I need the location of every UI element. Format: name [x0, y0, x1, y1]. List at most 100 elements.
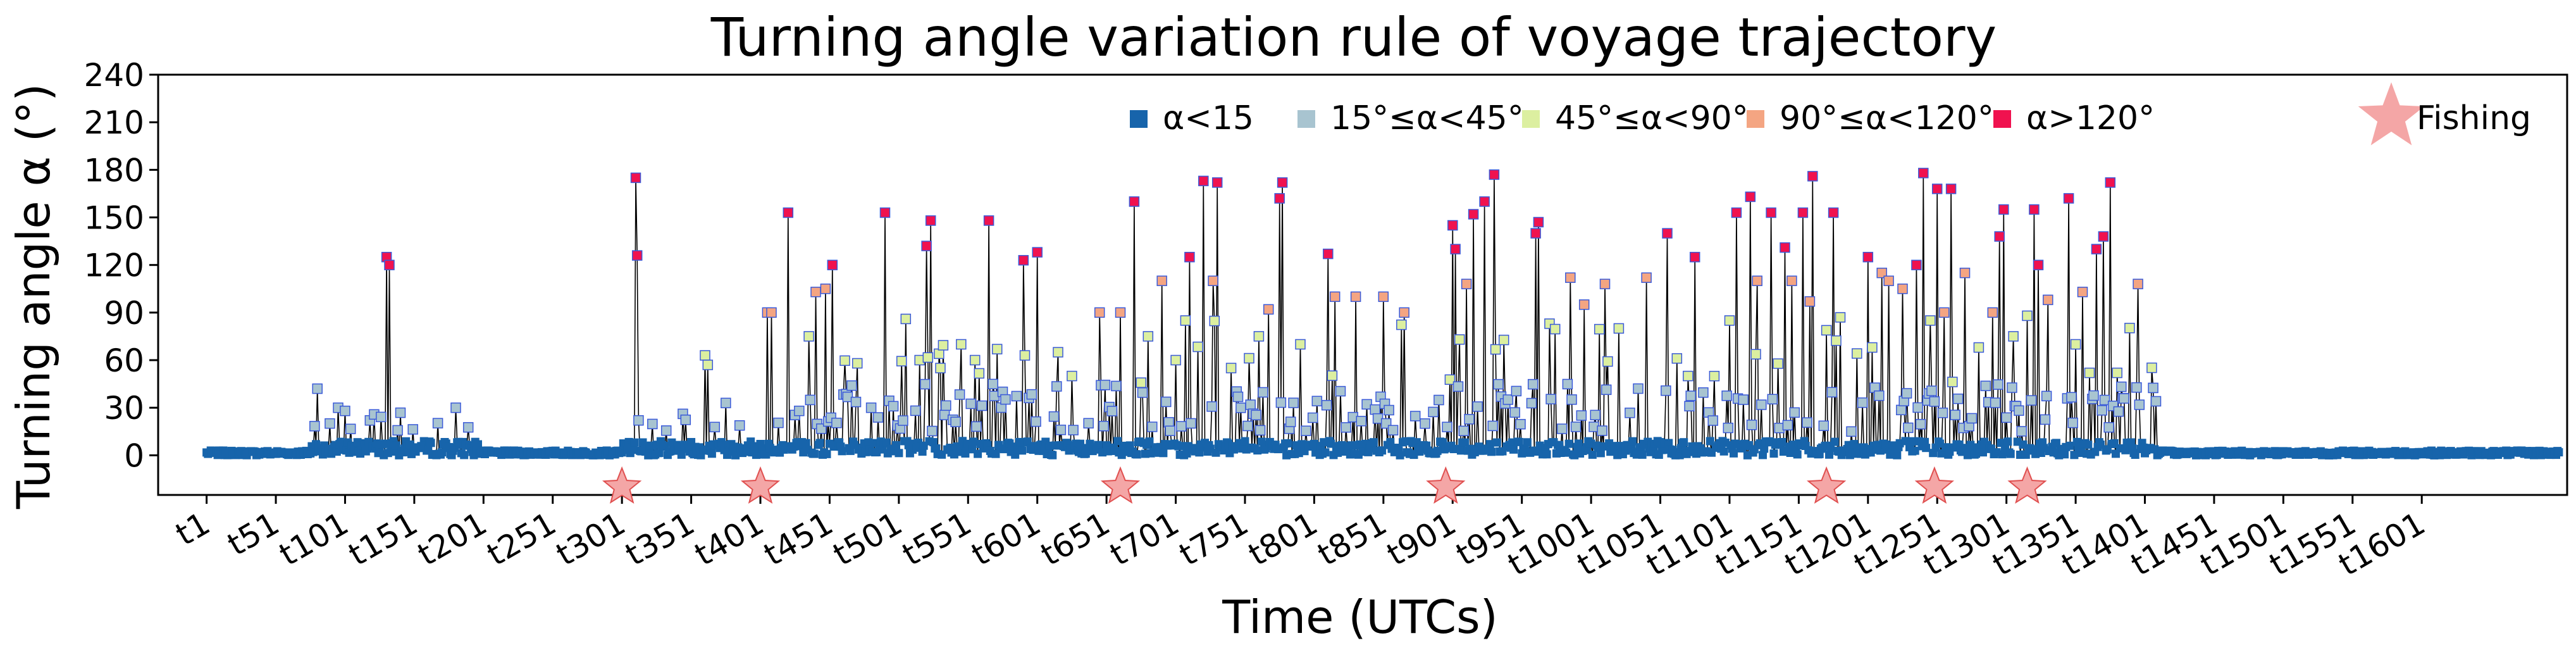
- y-tick-label: 210: [84, 104, 144, 141]
- data-point: [1987, 307, 1998, 318]
- data-point: [1311, 396, 1323, 406]
- data-point: [1018, 446, 1027, 455]
- data-point: [2016, 426, 2027, 437]
- data-point: [2113, 406, 2124, 417]
- y-tick-label: 120: [84, 247, 144, 284]
- data-point: [2131, 382, 2142, 393]
- data-point: [925, 215, 936, 226]
- data-point: [1235, 403, 1246, 413]
- chart-title: Turning angle variation rule of voyage t…: [710, 6, 1997, 68]
- data-point: [1862, 251, 1874, 263]
- data-point: [2119, 393, 2129, 404]
- data-point: [1450, 244, 1461, 254]
- data-point: [1468, 209, 1479, 220]
- data-point: [1011, 391, 1022, 402]
- data-point: [2084, 367, 2095, 378]
- data-point: [1184, 251, 1195, 263]
- data-point: [1685, 391, 1696, 401]
- data-point: [1804, 296, 1816, 307]
- data-point: [1786, 275, 1797, 286]
- data-point: [1321, 399, 1332, 411]
- data-point: [1915, 418, 1926, 430]
- data-point: [888, 401, 899, 412]
- data-point: [2070, 339, 2081, 350]
- data-point: [1721, 391, 1732, 401]
- data-point: [1752, 275, 1762, 286]
- data-point: [1828, 207, 1839, 218]
- fishing-star-marker: [2007, 466, 2047, 504]
- data-point: [1428, 406, 1439, 418]
- data-point: [1145, 437, 1154, 446]
- data-point: [1966, 413, 1978, 424]
- data-point: [1947, 377, 1958, 387]
- data-point: [2052, 439, 2060, 447]
- data-point: [1938, 307, 1950, 318]
- data-point: [1601, 384, 1612, 396]
- data-point: [991, 344, 1003, 354]
- y-tick-label: 0: [124, 437, 144, 474]
- data-point: [2041, 391, 2052, 402]
- data-point: [1896, 404, 1907, 416]
- x-tick-label: t151: [342, 505, 424, 573]
- data-point: [1756, 399, 1767, 410]
- data-point: [1950, 410, 1960, 420]
- data-point: [1527, 378, 1539, 390]
- data-point: [630, 438, 639, 447]
- fishing-star-marker: [602, 466, 642, 504]
- data-point: [655, 449, 664, 458]
- data-point: [1147, 422, 1158, 432]
- data-point: [1242, 420, 1253, 432]
- data-point: [1490, 344, 1501, 355]
- data-point: [1922, 444, 1931, 453]
- data-point: [1979, 448, 1987, 457]
- data-point: [1680, 438, 1688, 447]
- data-point: [1574, 439, 1583, 448]
- data-point: [1901, 388, 1912, 399]
- data-point: [974, 368, 985, 379]
- data-point: [1285, 416, 1296, 427]
- data-point: [1244, 353, 1254, 364]
- data-point: [846, 380, 857, 391]
- data-point: [2133, 278, 2143, 289]
- data-point: [1662, 228, 1673, 239]
- x-tick-label: t401: [688, 505, 770, 573]
- data-point: [1284, 439, 1292, 447]
- data-point: [2060, 450, 2069, 459]
- data-point: [810, 287, 821, 297]
- data-point: [1180, 315, 1191, 326]
- data-point: [1671, 353, 1683, 364]
- data-point: [892, 441, 900, 449]
- data-point: [1083, 418, 1094, 428]
- data-point: [983, 215, 994, 226]
- data-point: [1295, 339, 1306, 350]
- data-point: [1730, 449, 1738, 458]
- data-point: [898, 415, 908, 426]
- legend-label: α>120°: [2026, 99, 2155, 137]
- data-point: [1409, 411, 1421, 422]
- data-point: [2103, 422, 2114, 433]
- data-point: [815, 439, 824, 447]
- data-point: [2065, 441, 2074, 450]
- data-point: [1254, 425, 1266, 436]
- x-tick-label: t601: [965, 505, 1047, 573]
- data-point: [734, 420, 745, 431]
- data-point: [2134, 399, 2145, 410]
- data-point: [1509, 445, 1518, 454]
- data-point: [1545, 394, 1556, 404]
- data-point: [383, 449, 392, 458]
- data-point: [831, 417, 842, 428]
- data-point: [1821, 325, 1832, 336]
- data-point: [900, 313, 912, 325]
- data-point: [961, 449, 970, 458]
- data-point: [1509, 407, 1520, 418]
- data-point: [700, 350, 710, 361]
- data-point: [2033, 259, 2044, 270]
- fishing-star-marker: [1426, 466, 1466, 504]
- data-point: [1253, 446, 1262, 455]
- data-point: [1288, 397, 1299, 408]
- data-point: [1613, 323, 1625, 334]
- data-point: [376, 411, 387, 423]
- legend-label: Fishing: [2417, 99, 2531, 137]
- data-point: [1766, 207, 1776, 218]
